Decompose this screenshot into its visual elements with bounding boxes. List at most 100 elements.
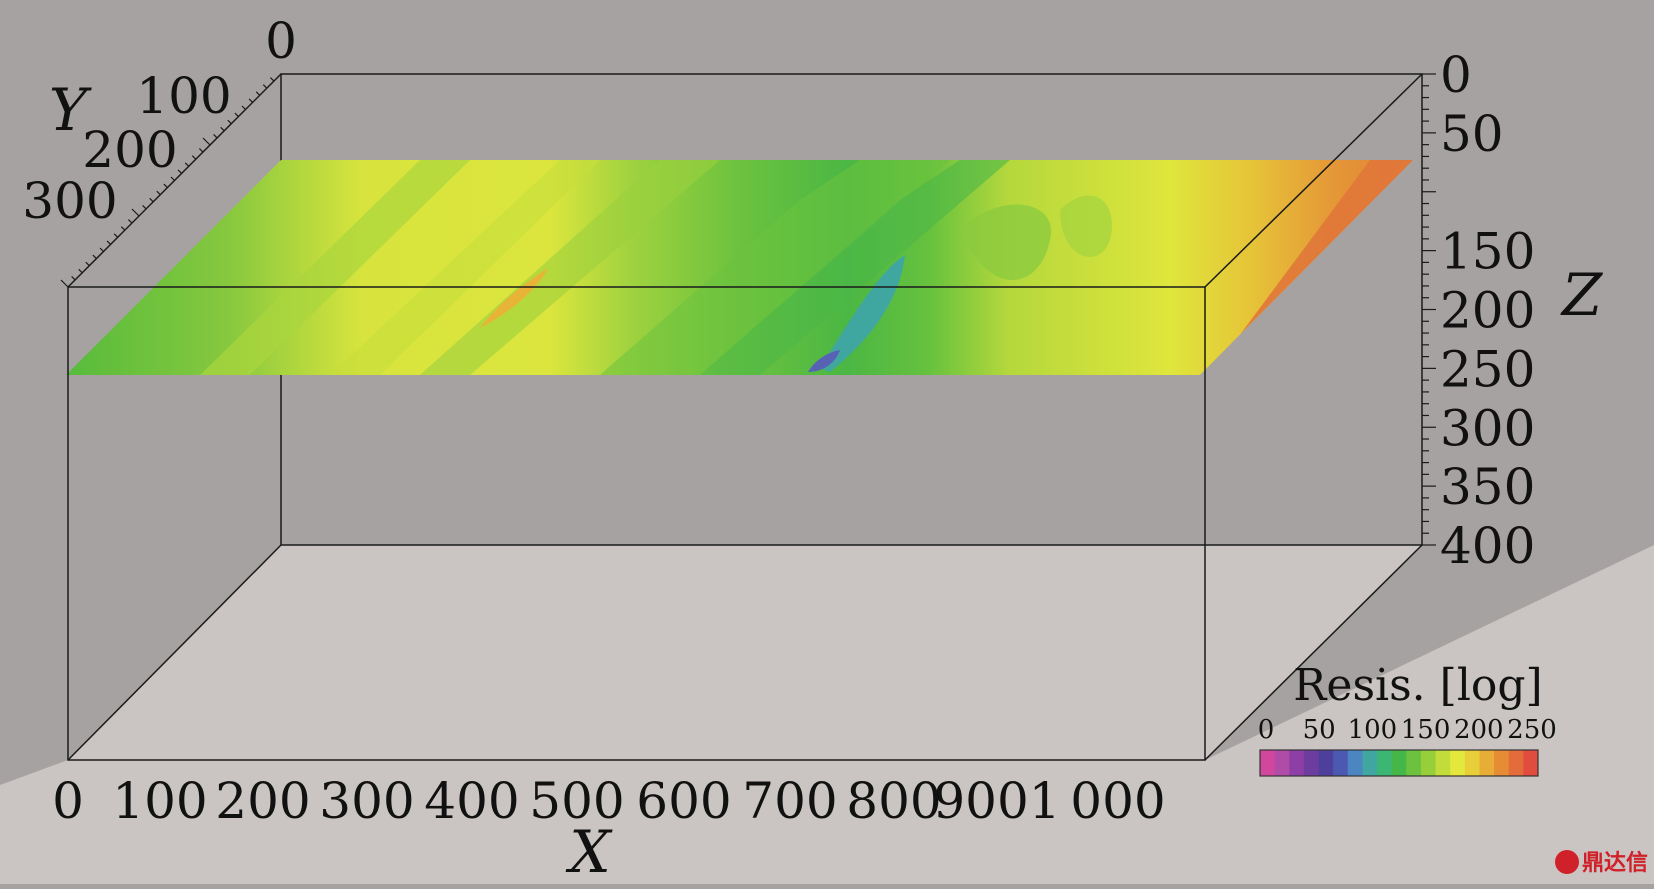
x-tick-label: 200 bbox=[215, 772, 310, 830]
slice-bands bbox=[200, 160, 1413, 375]
colorbar-tick-label: 50 bbox=[1303, 715, 1336, 745]
colorbar-cell bbox=[1333, 750, 1349, 776]
colorbar-cell bbox=[1347, 750, 1363, 776]
colorbar-cell bbox=[1274, 750, 1290, 776]
slice-band bbox=[330, 160, 600, 375]
x-tick-label: 9001 bbox=[933, 772, 1060, 830]
colorbar-cell bbox=[1508, 750, 1524, 776]
x-axis-title: X bbox=[565, 818, 613, 884]
y-tick-mark bbox=[177, 169, 183, 174]
y-tick-mark bbox=[191, 155, 197, 160]
x-tick-label: 400 bbox=[424, 772, 519, 830]
x-tick-label: 800 bbox=[846, 772, 941, 830]
z-tick-label: 300 bbox=[1440, 399, 1535, 457]
box-edge-bottom-right bbox=[1204, 544, 1423, 761]
y-tick-label: 300 bbox=[22, 172, 117, 230]
x-tick-label: 600 bbox=[636, 772, 731, 830]
y-tick-mark bbox=[184, 162, 190, 167]
y-tick-mark bbox=[163, 183, 168, 189]
colorbar-cell bbox=[1479, 750, 1495, 776]
z-tick-label: 50 bbox=[1440, 105, 1504, 163]
resistivity-slice bbox=[66, 160, 1413, 375]
watermark: 鼎达信 bbox=[1555, 850, 1648, 876]
colorbar-cell bbox=[1260, 750, 1276, 776]
x-tick-label: 300 bbox=[319, 772, 414, 830]
z-tick-label: 400 bbox=[1440, 517, 1535, 575]
colorbar-tick-label: 0 bbox=[1258, 715, 1275, 745]
slice-anomaly-blue bbox=[808, 350, 840, 372]
colorbar-cell bbox=[1494, 750, 1510, 776]
y-tick-mark bbox=[170, 176, 175, 181]
y-tick-mark bbox=[227, 119, 232, 125]
box-edge-bottom-left bbox=[67, 544, 282, 761]
colorbar-tick-label: 150 bbox=[1401, 715, 1451, 745]
slice-band bbox=[600, 160, 950, 375]
slice-band bbox=[1060, 195, 1112, 257]
y-tick-mark bbox=[234, 112, 239, 118]
x-tick-label: 500 bbox=[529, 772, 624, 830]
y-tick-mark bbox=[92, 254, 97, 260]
watermark-logo-icon bbox=[1555, 850, 1579, 874]
colorbar-cell bbox=[1362, 750, 1378, 776]
colorbar-cell bbox=[1289, 750, 1305, 776]
colorbar-cell bbox=[1303, 750, 1320, 776]
colorbar-cell bbox=[1420, 750, 1437, 776]
y-tick-mark bbox=[220, 126, 225, 132]
x-tick-label: 100 bbox=[112, 772, 207, 830]
floor-plane bbox=[0, 545, 1654, 884]
colorbar-frame bbox=[1259, 749, 1539, 777]
z-tick-label: 250 bbox=[1440, 340, 1535, 398]
axis-tick-marks bbox=[60, 73, 1436, 546]
colorbar-cell bbox=[1450, 750, 1466, 776]
box-bottom-face bbox=[68, 545, 1422, 760]
y-tick-mark bbox=[131, 208, 140, 217]
colorbar-tick-label: 250 bbox=[1507, 715, 1557, 745]
colorbar-cells bbox=[1260, 750, 1539, 776]
y-tick-mark bbox=[156, 190, 161, 196]
y-tick-mark bbox=[85, 261, 90, 267]
y-tick-mark bbox=[127, 219, 133, 224]
y-tick-mark bbox=[248, 98, 254, 103]
colorbar-cell bbox=[1406, 750, 1422, 776]
slice-band bbox=[420, 160, 720, 375]
y-tick-mark bbox=[142, 204, 147, 210]
colorbar: Resis. [log] 0 50 100 150 200 250 bbox=[1258, 660, 1557, 777]
z-tick-label: 0 bbox=[1440, 46, 1472, 104]
x-tick-label: 0 bbox=[52, 772, 84, 830]
y-tick-mark bbox=[99, 247, 104, 252]
y-tick-mark bbox=[120, 226, 126, 231]
y-tick-mark bbox=[71, 275, 76, 281]
box-edge-top-right bbox=[1204, 73, 1423, 288]
y-tick-mark bbox=[202, 137, 211, 146]
colorbar-tick-labels: 0 50 100 150 200 250 bbox=[1258, 715, 1557, 745]
y-tick-mark bbox=[255, 91, 261, 96]
z-axis-title: Z bbox=[1560, 261, 1604, 329]
x-tick-label: 000 bbox=[1070, 772, 1165, 830]
y-tick-mark bbox=[60, 279, 69, 288]
y-tick-label: 100 bbox=[136, 67, 231, 125]
y-tick-label: 200 bbox=[82, 121, 177, 179]
colorbar-cell bbox=[1318, 750, 1334, 776]
y-tick-mark bbox=[213, 133, 218, 139]
slice-band bbox=[200, 160, 470, 375]
colorbar-cell bbox=[1435, 750, 1451, 776]
y-tick-mark bbox=[262, 84, 268, 89]
y-tick-mark bbox=[78, 268, 83, 274]
y-tick-mark bbox=[106, 240, 112, 245]
slice-band bbox=[1200, 160, 1413, 375]
y-tick-mark bbox=[198, 148, 204, 153]
box-front-edges bbox=[67, 73, 1423, 761]
y-tick-mark bbox=[269, 77, 275, 82]
colorbar-title: Resis. [log] bbox=[1293, 660, 1542, 711]
colorbar-cell bbox=[1377, 750, 1393, 776]
watermark-text: 鼎达信 bbox=[1582, 850, 1648, 876]
y-tick-mark bbox=[241, 105, 246, 110]
colorbar-tick-label: 100 bbox=[1348, 715, 1398, 745]
colorbar-cell bbox=[1523, 750, 1539, 776]
y-tick-mark bbox=[149, 197, 154, 203]
slice-band bbox=[960, 204, 1052, 280]
